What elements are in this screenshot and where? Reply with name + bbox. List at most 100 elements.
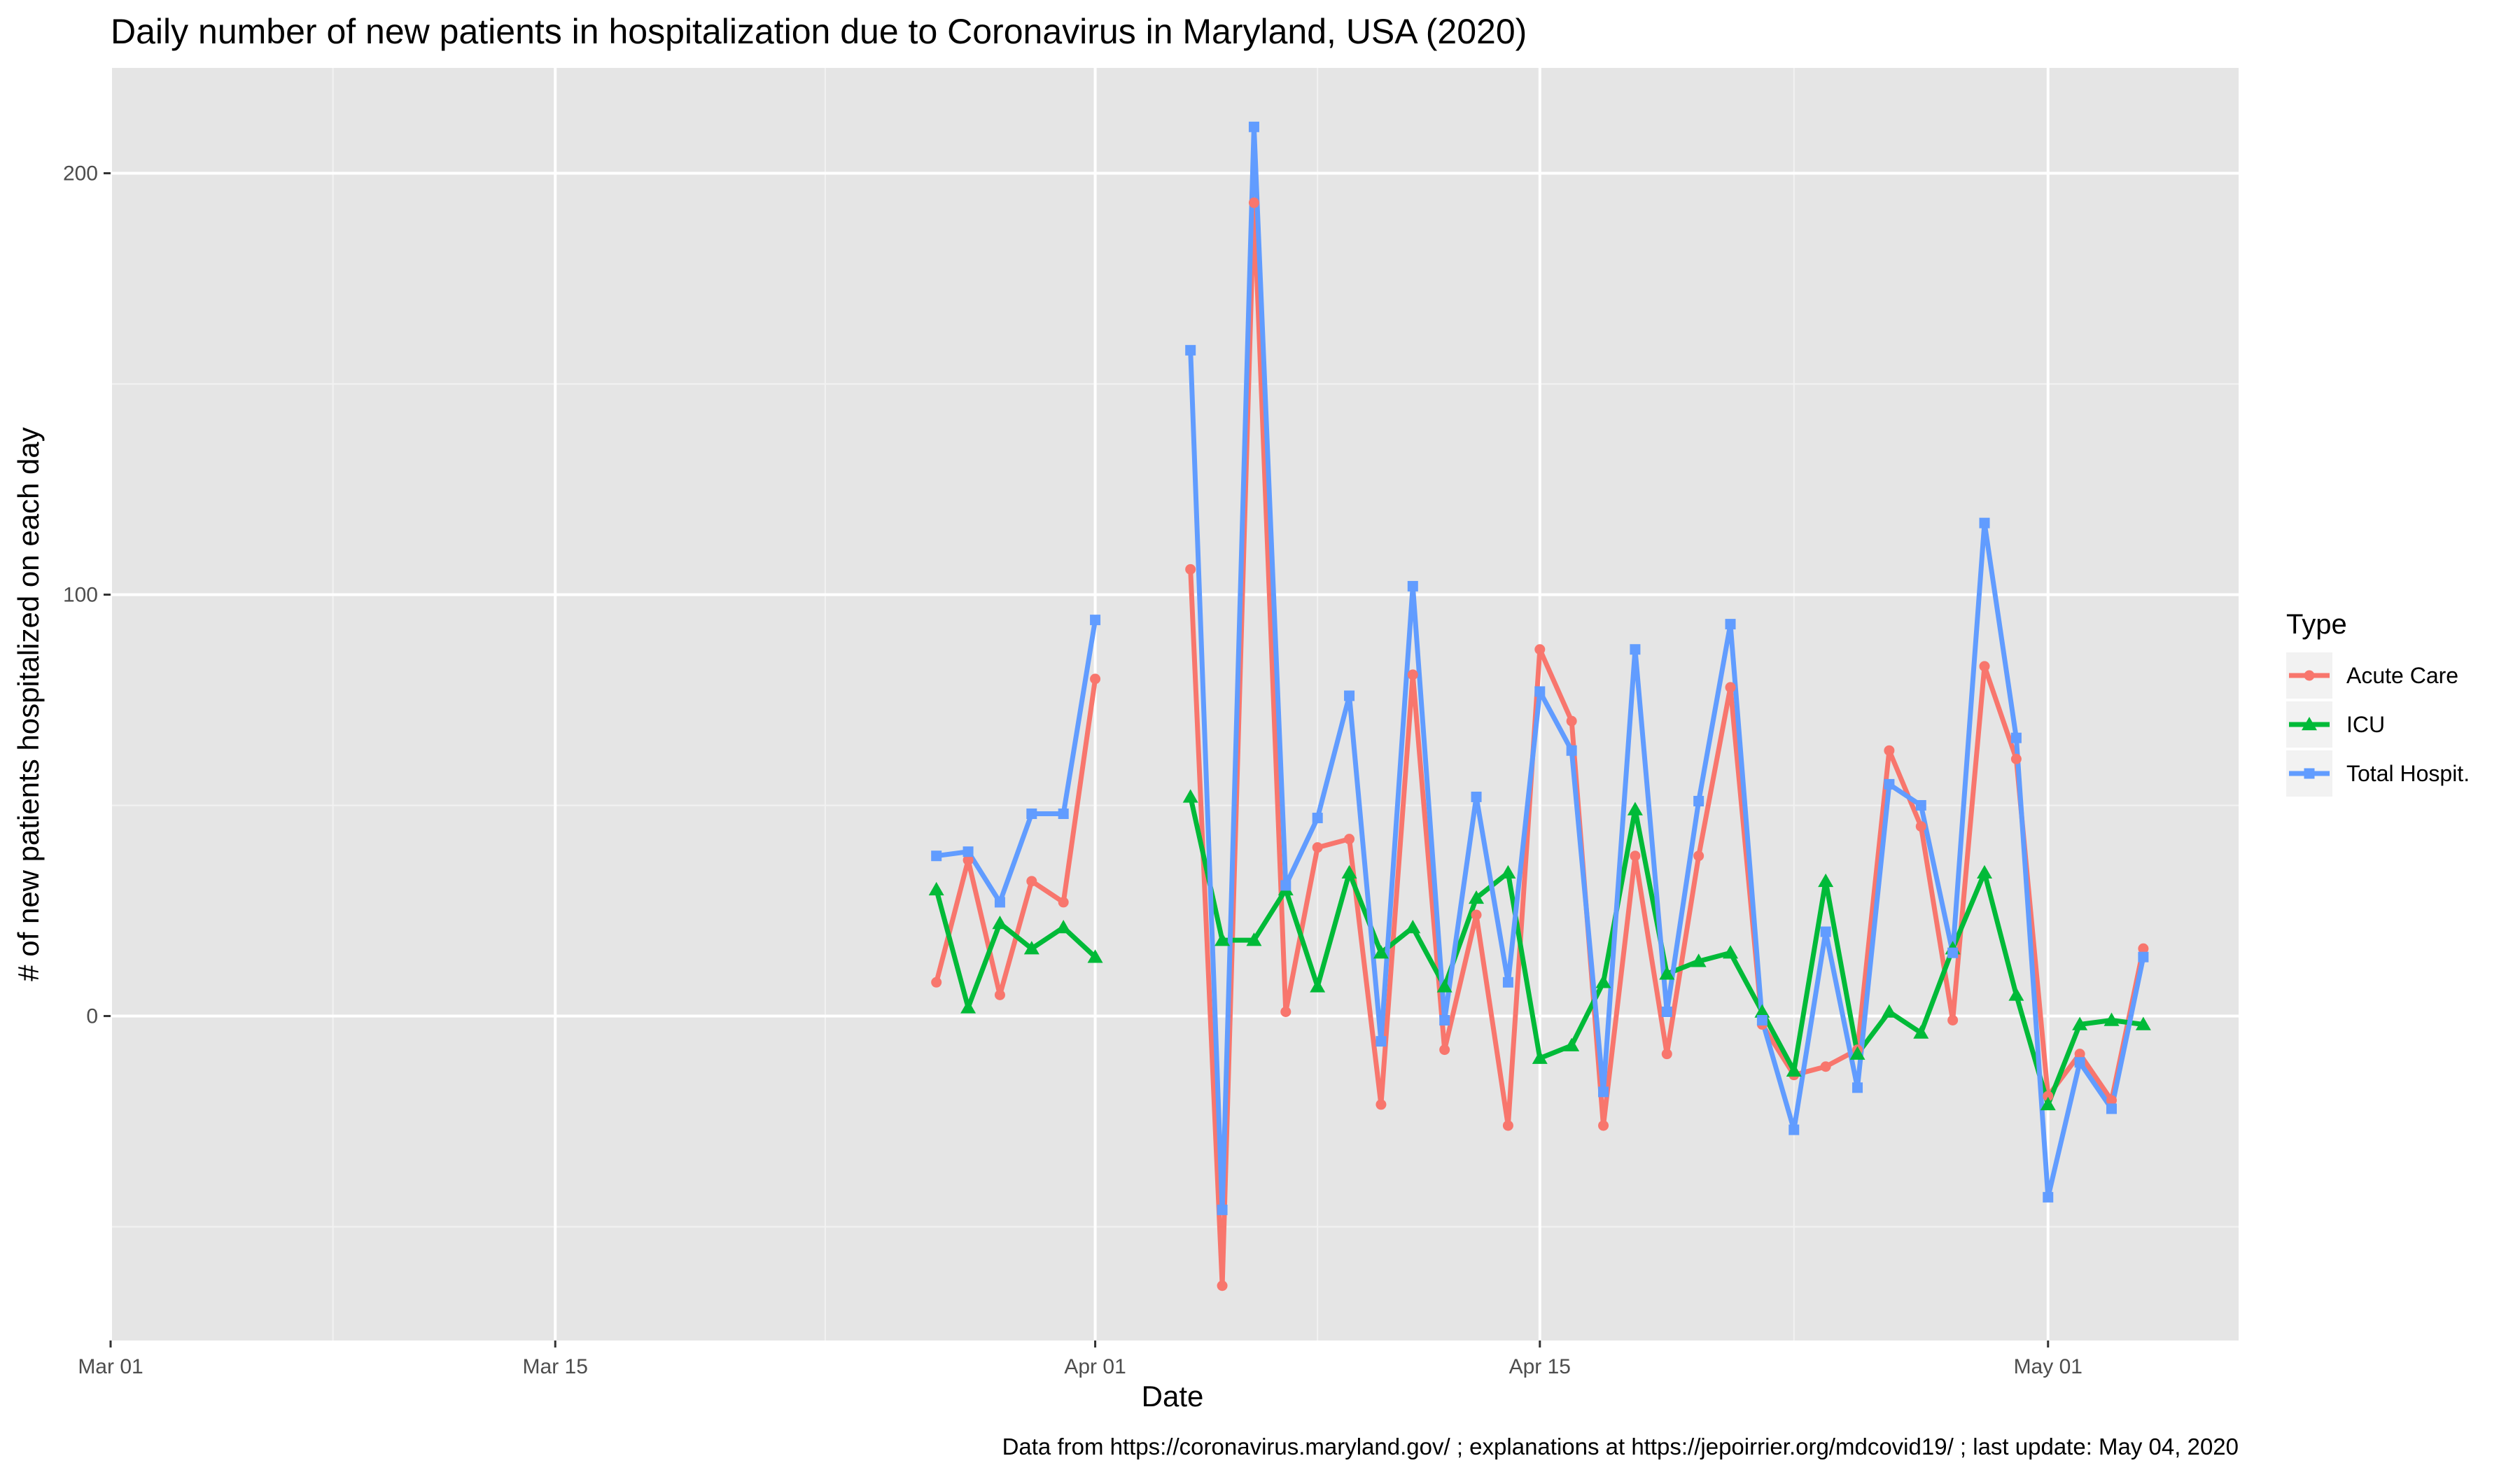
data-point-acute-care <box>1058 897 1069 908</box>
data-point-total-hospit <box>1788 1124 1800 1135</box>
data-point-acute-care <box>2043 1091 2054 1102</box>
data-point-icu <box>1500 864 1516 879</box>
data-point-acute-care <box>1185 564 1196 575</box>
data-point-total-hospit <box>1502 976 1513 988</box>
data-point-icu <box>1913 1025 1929 1039</box>
data-point-total-hospit <box>1344 690 1355 701</box>
data-point-acute-care <box>1725 682 1736 693</box>
data-point-icu <box>1754 1004 1770 1018</box>
data-point-icu <box>1881 1004 1897 1018</box>
y-tick-label: 100 <box>63 583 98 606</box>
data-point-total-hospit <box>1693 795 1704 806</box>
data-point-acute-care <box>931 976 942 988</box>
legend-marker-total-hospit <box>2304 768 2315 779</box>
data-point-total-hospit <box>1820 926 1831 937</box>
plot-panel <box>111 68 2239 1340</box>
data-point-icu <box>1818 873 1834 888</box>
data-point-total-hospit <box>2074 1057 2085 1068</box>
data-point-total-hospit <box>1439 1014 1450 1026</box>
data-point-icu <box>1564 1037 1580 1051</box>
data-point-icu <box>1246 932 1262 946</box>
data-point-icu <box>960 1000 976 1014</box>
data-point-total-hospit <box>1026 808 1037 820</box>
data-point-icu <box>2008 987 2024 1001</box>
data-point-acute-care <box>1439 1044 1450 1056</box>
x-axis: Mar 01 Mar 15 Apr 01 Apr 15 May 01 <box>78 1340 2082 1378</box>
data-point-acute-care <box>1026 876 1037 887</box>
data-point-acute-care <box>1884 745 1895 756</box>
data-point-total-hospit <box>1407 580 1418 592</box>
data-point-icu <box>1405 920 1421 934</box>
data-point-total-hospit <box>1534 686 1546 697</box>
data-point-total-hospit <box>1852 1082 1863 1093</box>
data-point-acute-care <box>1502 1120 1513 1131</box>
legend-marker-icu <box>2302 717 2317 731</box>
data-point-total-hospit <box>1248 121 1259 132</box>
data-point-icu <box>1786 1063 1802 1077</box>
data-point-total-hospit <box>2138 951 2149 962</box>
series-line-total-hospit <box>936 620 1098 905</box>
x-tick-label: Apr 15 <box>1509 1355 1571 1378</box>
data-point-total-hospit <box>1090 615 1101 626</box>
data-point-acute-care <box>1630 850 1641 862</box>
data-point-icu <box>1723 945 1739 959</box>
data-point-total-hospit <box>1661 1006 1672 1017</box>
data-point-icu <box>1373 945 1389 959</box>
data-point-total-hospit <box>1725 619 1736 630</box>
data-point-acute-care <box>1376 1099 1387 1110</box>
data-point-acute-care <box>962 855 974 866</box>
data-point-acute-care <box>1344 834 1355 845</box>
data-point-acute-care <box>2106 1095 2118 1106</box>
y-axis: 0 100 200 <box>63 162 111 1028</box>
data-point-icu <box>1214 932 1231 946</box>
data-point-total-hospit <box>1630 644 1641 655</box>
data-point-total-hospit <box>2043 1191 2054 1203</box>
data-point-icu <box>1056 920 1072 934</box>
legend-label-total-hospit: Total Hospit. <box>2346 761 2470 786</box>
data-point-total-hospit <box>1217 1204 1228 1215</box>
data-point-acute-care <box>1820 1061 1831 1072</box>
data-point-acute-care <box>2010 753 2022 764</box>
data-point-total-hospit <box>1884 778 1895 790</box>
data-point-icu <box>2135 1016 2151 1030</box>
data-point-acute-care <box>1407 669 1418 680</box>
data-point-acute-care <box>1979 661 1990 672</box>
data-point-icu <box>1595 974 1611 988</box>
data-point-icu <box>1087 949 1103 963</box>
data-point-icu <box>1341 864 1357 879</box>
data-point-icu <box>1469 890 1485 904</box>
data-point-acute-care <box>1217 1280 1228 1292</box>
data-point-total-hospit <box>2010 732 2022 743</box>
data-point-total-hospit <box>931 850 942 862</box>
data-point-icu <box>1182 789 1198 803</box>
data-point-acute-care <box>1280 1006 1292 1017</box>
data-point-total-hospit <box>1058 808 1069 820</box>
data-point-total-hospit <box>1915 799 1926 811</box>
legend: Type Acute Care ICU Total Hospit. <box>2286 609 2470 797</box>
data-point-total-hospit <box>1756 1014 1768 1026</box>
data-point-total-hospit <box>994 897 1005 908</box>
y-tick-label: 0 <box>86 1004 98 1028</box>
data-point-acute-care <box>2138 943 2149 954</box>
data-point-total-hospit <box>1947 947 1959 958</box>
data-point-acute-care <box>1248 197 1259 209</box>
data-point-acute-care <box>994 989 1005 1000</box>
data-point-acute-care <box>2074 1049 2085 1060</box>
data-point-acute-care <box>1471 909 1482 920</box>
data-point-icu <box>2104 1012 2120 1026</box>
data-point-total-hospit <box>1471 791 1482 802</box>
data-point-icu <box>1690 953 1707 967</box>
data-point-total-hospit <box>1312 813 1323 824</box>
data-point-acute-care <box>1693 850 1704 862</box>
x-axis-title: Date <box>1142 1380 1204 1413</box>
data-point-acute-care <box>1312 842 1323 853</box>
data-point-icu <box>1659 966 1675 980</box>
x-tick-label: Apr 01 <box>1064 1355 1126 1378</box>
data-point-icu <box>2072 1016 2088 1030</box>
data-point-acute-care <box>1947 1014 1959 1026</box>
legend-label-icu: ICU <box>2346 712 2385 737</box>
y-axis-title: # of new patients hospitalized on each d… <box>12 427 45 981</box>
data-point-icu <box>1436 979 1452 993</box>
legend-title: Type <box>2286 609 2347 640</box>
